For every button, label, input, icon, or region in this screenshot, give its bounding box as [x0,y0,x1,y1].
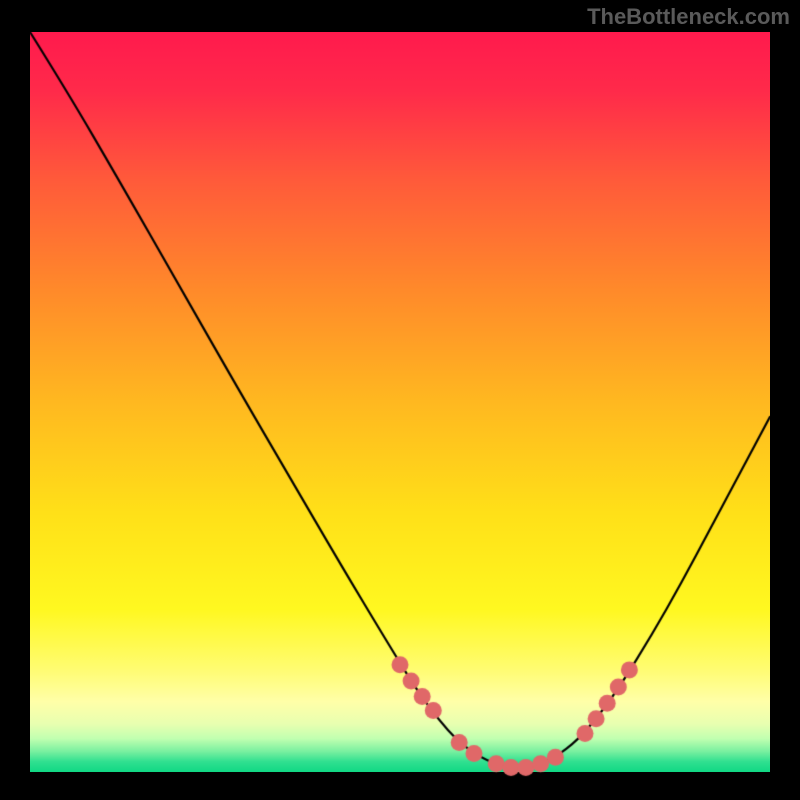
curve-canvas [0,0,800,800]
watermark-text: TheBottleneck.com [587,4,790,30]
chart-stage: TheBottleneck.com [0,0,800,800]
